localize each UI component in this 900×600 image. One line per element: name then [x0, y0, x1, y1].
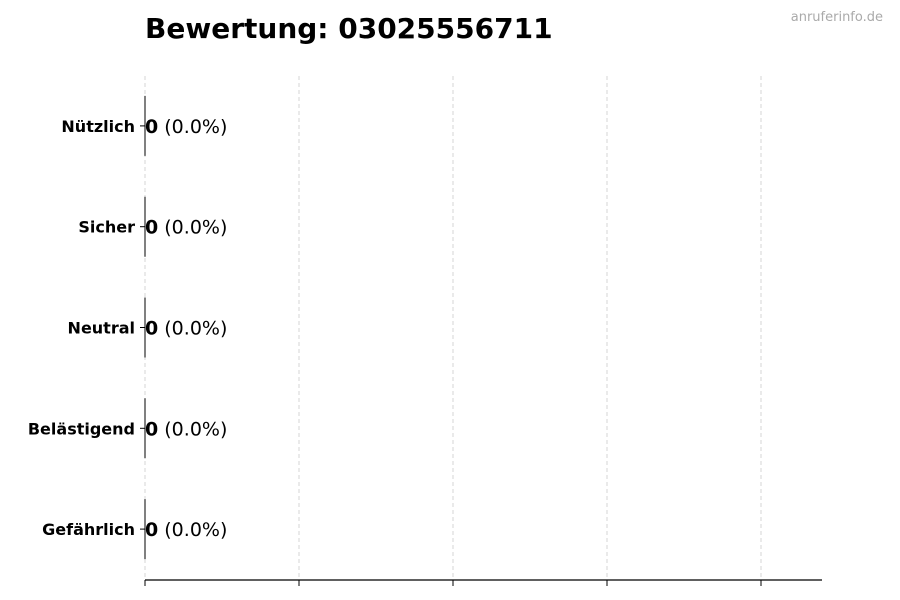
data-label-value: 0: [145, 418, 158, 440]
data-label-percent: (0.0%): [158, 519, 227, 541]
data-label: 0 (0.0%): [145, 318, 227, 340]
data-label-percent: (0.0%): [158, 116, 227, 138]
data-label-value: 0: [145, 116, 158, 138]
data-label: 0 (0.0%): [145, 116, 227, 138]
data-label: 0 (0.0%): [145, 418, 227, 440]
data-label-percent: (0.0%): [158, 318, 227, 340]
data-label-value: 0: [145, 217, 158, 239]
y-tick-label: Belästigend: [28, 419, 135, 438]
data-label-percent: (0.0%): [158, 418, 227, 440]
y-tick-label: Gefährlich: [42, 520, 135, 539]
y-tick-label: Neutral: [68, 319, 135, 338]
y-tick-label: Sicher: [78, 218, 135, 237]
chart-title: Bewertung: 03025556711: [145, 12, 553, 45]
data-label-value: 0: [145, 318, 158, 340]
data-label: 0 (0.0%): [145, 519, 227, 541]
data-label-value: 0: [145, 519, 158, 541]
data-label: 0 (0.0%): [145, 217, 227, 239]
watermark: anruferinfo.de: [790, 10, 883, 25]
y-tick-label: Nützlich: [61, 117, 135, 136]
data-label-percent: (0.0%): [158, 217, 227, 239]
